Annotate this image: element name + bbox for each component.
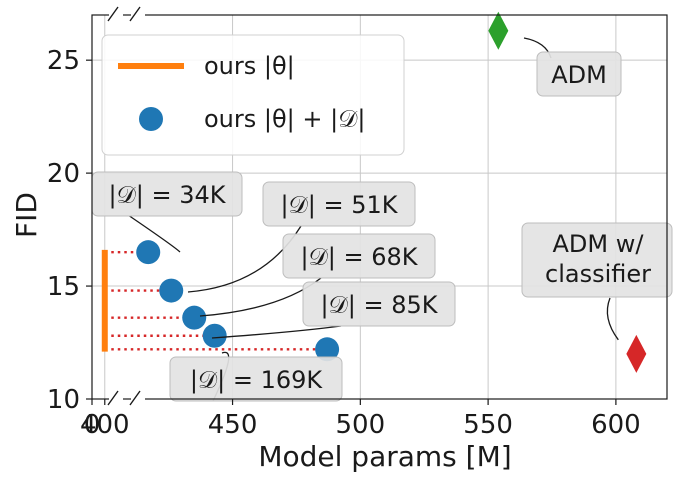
axis-break-gap <box>109 395 123 403</box>
annotation-arrow <box>211 325 342 339</box>
axes-frame <box>86 6 668 406</box>
legend-label: ours |θ| + |𝒟| <box>204 105 365 133</box>
axis-break-mark <box>129 390 141 406</box>
dotted-connectors <box>104 250 328 351</box>
x-tick-label: 450 <box>208 410 258 440</box>
annotation-text: |𝒟| = 68K <box>301 243 419 271</box>
plot-frame <box>91 14 668 400</box>
adm-classifier-marker <box>626 334 647 373</box>
y-tick-label: 15 <box>47 272 80 302</box>
annotation-text: |𝒟| = 34K <box>109 181 227 209</box>
annotations: |𝒟| = 34K |𝒟| = 51K |𝒟| = 68K |𝒟| = 85K |𝒟| … <box>91 37 673 402</box>
legend-label: ours |θ| <box>204 52 295 80</box>
annotation-text: ADM w/ <box>553 230 645 258</box>
annotation-box <box>302 281 456 327</box>
annotation-text: ADM <box>551 61 607 89</box>
ours-point <box>159 278 184 303</box>
legend: ours |θ| ours |θ| + |𝒟| <box>101 34 405 156</box>
annotation-text: |𝒟| = 85K <box>321 291 439 319</box>
adm-marker <box>488 11 509 50</box>
annotation-box <box>521 222 673 298</box>
annotation-text: classifier <box>545 260 651 288</box>
y-axis-label: FID <box>10 192 43 238</box>
ours-point <box>315 337 340 362</box>
annotation-arrow <box>606 297 619 341</box>
axis-break-gap <box>131 11 145 19</box>
annotation-box <box>536 51 622 97</box>
y-tick-label: 25 <box>47 46 80 76</box>
y-tick-label: 20 <box>47 159 80 189</box>
annotation-box <box>169 356 343 402</box>
annotation-text: |𝒟| = 51K <box>281 191 399 219</box>
annotation-box <box>262 181 416 227</box>
x-tick-label: 400 <box>80 410 130 440</box>
x-axis-label: Model params [M] <box>258 440 511 473</box>
ours-point <box>202 323 227 348</box>
axis-break-mark <box>107 6 119 22</box>
axis-break-mark <box>107 390 119 406</box>
y-tick-label: 10 <box>47 385 80 415</box>
ours-point <box>182 305 207 330</box>
x-tick-label: 600 <box>591 410 641 440</box>
ours-point <box>136 240 161 265</box>
annotation-text: |𝒟| = 169K <box>190 366 323 394</box>
annotation-box <box>282 233 436 279</box>
data-marks <box>101 11 647 373</box>
axis-break-mark <box>129 6 141 22</box>
x-tick-label: 500 <box>336 410 386 440</box>
legend-swatch-circle <box>139 107 163 131</box>
x-tick-label: 550 <box>463 410 513 440</box>
x-tick-label: 0 <box>84 410 101 440</box>
axis-break-gap <box>131 395 145 403</box>
annotation-arrow <box>129 215 181 253</box>
axis-break-gap <box>109 11 123 19</box>
